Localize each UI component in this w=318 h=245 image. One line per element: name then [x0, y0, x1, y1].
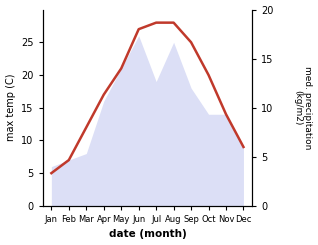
Y-axis label: med. precipitation
(kg/m2): med. precipitation (kg/m2): [293, 66, 313, 149]
Y-axis label: max temp (C): max temp (C): [5, 74, 16, 141]
X-axis label: date (month): date (month): [108, 230, 186, 239]
